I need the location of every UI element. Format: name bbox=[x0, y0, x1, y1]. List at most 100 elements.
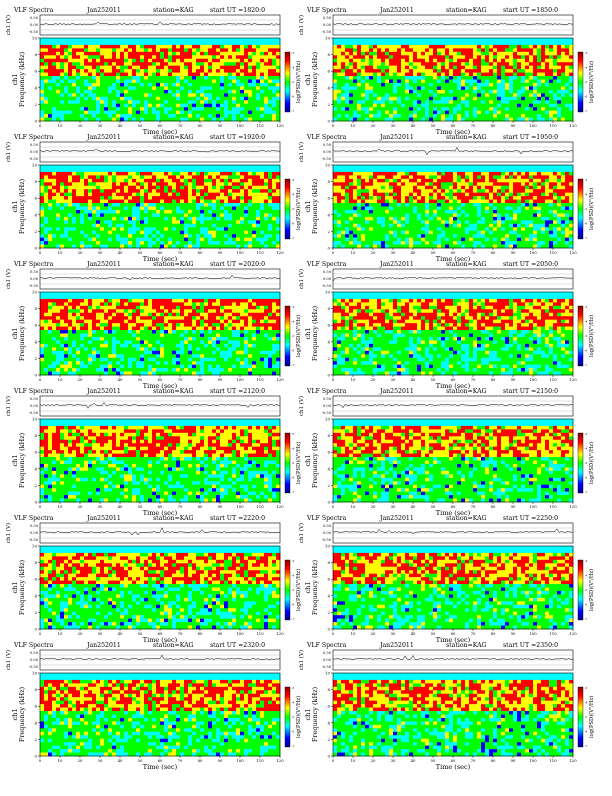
colorbar-tick-label: -5 bbox=[585, 588, 588, 592]
station-label: station=KAG bbox=[446, 261, 487, 268]
date-label: Jan252011 bbox=[86, 7, 121, 14]
x-tick-label: 110 bbox=[256, 377, 264, 382]
y-tick-label: 6 bbox=[34, 323, 37, 328]
x-tick-label: 0 bbox=[39, 504, 42, 509]
colorbar-tick-label: -3 bbox=[292, 178, 295, 182]
y-tick-label: 0 bbox=[34, 500, 37, 505]
colorbar-tick-label: -5 bbox=[292, 715, 295, 719]
colorbar bbox=[578, 179, 583, 239]
channel-axis-label: ch1 (V) bbox=[298, 142, 305, 162]
spectrogram-heatmap bbox=[333, 292, 573, 375]
colorbar-tick-label: -6 bbox=[292, 730, 295, 734]
date-label: Jan252011 bbox=[86, 515, 121, 522]
x-tick-label: 0 bbox=[332, 123, 335, 128]
channel-axis-label: ch1 (V) bbox=[298, 396, 305, 416]
colorbar-tick-label: -5 bbox=[292, 80, 295, 84]
y-tick-label: 10 bbox=[325, 417, 331, 422]
x-tick-label: 30 bbox=[98, 123, 103, 128]
colorbar-tick-label: -7 bbox=[292, 744, 295, 748]
x-tick-label: 20 bbox=[371, 504, 376, 509]
x-tick-label: 90 bbox=[218, 377, 223, 382]
x-tick-label: 40 bbox=[118, 758, 123, 763]
x-tick-label: 30 bbox=[391, 377, 396, 382]
y-tick-label: 0 bbox=[34, 119, 37, 124]
panel-type-label: VLF Spectra bbox=[306, 261, 347, 268]
date-label: Jan252011 bbox=[86, 134, 121, 141]
colorbar-tick-label: -7 bbox=[292, 363, 295, 367]
start-ut-label: start UT =2350:0 bbox=[503, 642, 558, 649]
colorbar-tick-label: -4 bbox=[585, 447, 588, 451]
y-tick-label: 8 bbox=[34, 687, 37, 692]
x-tick-label: 90 bbox=[218, 123, 223, 128]
y-tick-label: 10 bbox=[32, 544, 38, 549]
x-tick-label: 110 bbox=[256, 250, 264, 255]
y-tick-label: 6 bbox=[327, 69, 330, 74]
colorbar-label: log(PSD)(V²/Hz) bbox=[295, 569, 302, 611]
y-tick-label: 8 bbox=[34, 179, 37, 184]
x-tick-label: 10 bbox=[351, 123, 356, 128]
colorbar-tick-label: -3 bbox=[585, 305, 588, 309]
y-tick-label: 6 bbox=[34, 704, 37, 709]
date-label: Jan252011 bbox=[379, 642, 414, 649]
colorbar-tick-label: -5 bbox=[585, 334, 588, 338]
x-tick-label: 100 bbox=[236, 504, 244, 509]
colorbar bbox=[285, 306, 290, 366]
x-tick-label: 70 bbox=[471, 631, 476, 636]
amplitude-tick-label: -0.50 bbox=[29, 538, 39, 542]
colorbar-tick-label: -4 bbox=[585, 66, 588, 70]
y-tick-label: 10 bbox=[32, 671, 38, 676]
y-tick-label: 6 bbox=[327, 323, 330, 328]
start-ut-label: start UT =1950:0 bbox=[503, 134, 558, 141]
panel-type-label: VLF Spectra bbox=[13, 642, 54, 649]
amplitude-tick-label: -0.50 bbox=[322, 284, 332, 288]
date-label: Jan252011 bbox=[379, 515, 414, 522]
spectrogram-heatmap bbox=[333, 165, 573, 248]
x-tick-label: 10 bbox=[58, 123, 63, 128]
x-axis-label: Time (sec) bbox=[436, 763, 471, 771]
x-tick-label: 120 bbox=[276, 504, 284, 509]
x-tick-label: 110 bbox=[549, 250, 557, 255]
station-label: station=KAG bbox=[446, 515, 487, 522]
panel-type-label: VLF Spectra bbox=[306, 388, 347, 395]
x-tick-label: 110 bbox=[256, 631, 264, 636]
colorbar-tick-label: -5 bbox=[585, 80, 588, 84]
x-tick-label: 30 bbox=[98, 250, 103, 255]
colorbar-tick-label: -7 bbox=[292, 617, 295, 621]
x-tick-label: 30 bbox=[98, 377, 103, 382]
colorbar-tick-label: -5 bbox=[585, 207, 588, 211]
colorbar-tick-label: -4 bbox=[585, 320, 588, 324]
x-tick-label: 30 bbox=[98, 504, 103, 509]
start-ut-label: start UT =2150:0 bbox=[503, 388, 558, 395]
y-tick-label: 0 bbox=[327, 119, 330, 124]
y-tick-label: 2 bbox=[34, 356, 37, 361]
colorbar-tick-label: -6 bbox=[585, 222, 588, 226]
y-tick-label: 8 bbox=[34, 52, 37, 57]
panel-type-label: VLF Spectra bbox=[306, 7, 347, 14]
x-tick-label: 0 bbox=[39, 631, 42, 636]
x-tick-label: 120 bbox=[569, 758, 577, 763]
x-tick-label: 40 bbox=[411, 758, 416, 763]
spectrogram-heatmap bbox=[40, 673, 280, 756]
colorbar-label: log(PSD)(V²/Hz) bbox=[295, 696, 302, 738]
x-tick-label: 10 bbox=[58, 504, 63, 509]
amplitude-tick-label: 0.00 bbox=[323, 658, 332, 662]
x-tick-label: 80 bbox=[491, 250, 496, 255]
y-tick-label: 2 bbox=[34, 102, 37, 107]
x-tick-label: 20 bbox=[78, 377, 83, 382]
amplitude-tick-label: 0.50 bbox=[323, 143, 332, 147]
y-axis-label: Frequency (kHz) bbox=[311, 432, 319, 488]
colorbar-tick-label: -3 bbox=[292, 559, 295, 563]
x-tick-label: 120 bbox=[276, 250, 284, 255]
y-tick-label: 6 bbox=[327, 450, 330, 455]
x-tick-label: 10 bbox=[58, 377, 63, 382]
colorbar bbox=[578, 306, 583, 366]
x-tick-label: 10 bbox=[58, 758, 63, 763]
x-tick-label: 0 bbox=[39, 123, 42, 128]
colorbar-tick-label: -6 bbox=[585, 603, 588, 607]
x-tick-label: 100 bbox=[529, 123, 537, 128]
x-tick-label: 110 bbox=[256, 504, 264, 509]
y-axis-label: Frequency (kHz) bbox=[311, 51, 319, 107]
